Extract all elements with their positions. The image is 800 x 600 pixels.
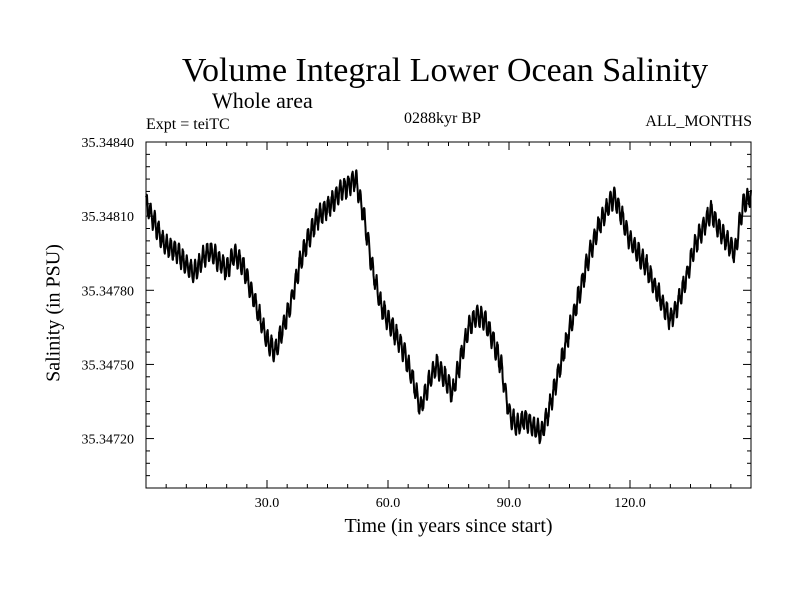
- chart-title: Volume Integral Lower Ocean Salinity: [181, 52, 709, 89]
- x-tick-label: 60.0: [376, 496, 401, 511]
- x-tick-label: 90.0: [497, 496, 522, 511]
- plot-frame: [145, 141, 752, 489]
- experiment-label: Expt = teiTC: [146, 116, 230, 133]
- series-line: [145, 169, 752, 445]
- y-tick-label: 35.34840: [82, 136, 135, 151]
- y-tick-label: 35.34750: [82, 358, 135, 373]
- y-tick-label: 35.34810: [82, 210, 135, 225]
- months-label: ALL_MONTHS: [645, 113, 752, 130]
- x-tick-label: 30.0: [255, 496, 280, 511]
- x-tick-label: 120.0: [614, 496, 646, 511]
- x-axis-label: Time (in years since start): [344, 515, 553, 537]
- period-label: 0288kyr BP: [404, 110, 481, 127]
- chart-subtitle: Whole area: [212, 88, 313, 113]
- y-tick-label: 35.34780: [82, 284, 135, 299]
- y-tick-label: 35.34720: [82, 433, 135, 448]
- ticks-layer: 30.0 60.0 90.0 120.0 35.34720 35.34750 35.3478…: [82, 136, 751, 511]
- series-layer: [145, 169, 752, 445]
